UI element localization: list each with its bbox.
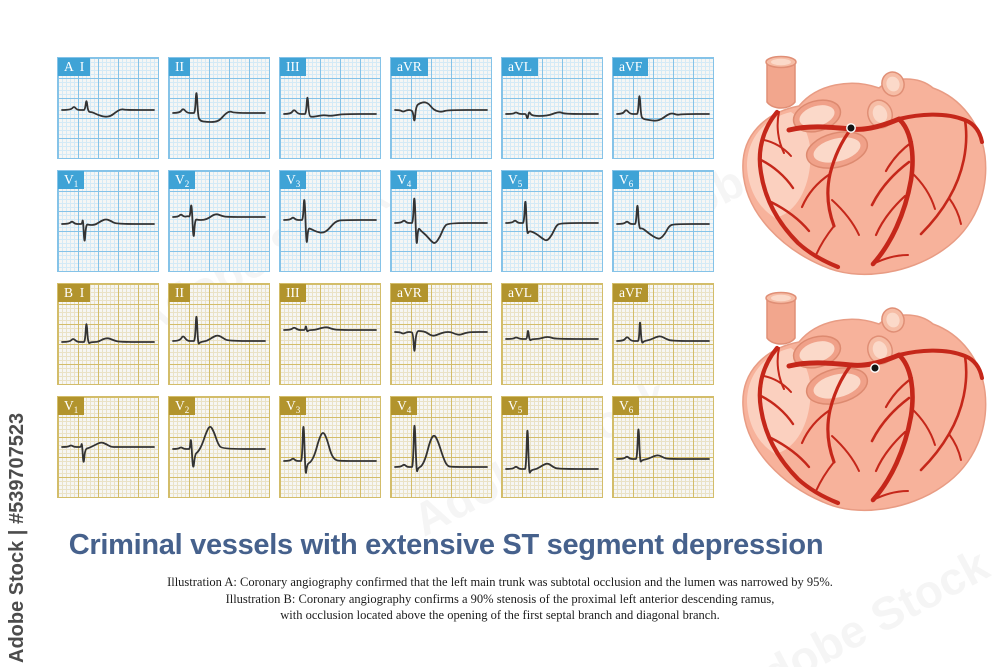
ecg-panel-A-V1: V1 — [57, 170, 159, 272]
ecg-panel-B-V6: V6 — [612, 396, 714, 498]
lead-label: aVF — [613, 284, 649, 302]
ecg-trace-A-V6 — [616, 204, 710, 240]
lead-label: V6 — [613, 171, 640, 189]
lead-label: III — [280, 58, 306, 76]
ecg-panel-B-V1: V1 — [57, 396, 159, 498]
ecg-trace-B-V1 — [61, 441, 155, 463]
ecg-trace-A-II — [172, 92, 266, 123]
ecg-panel-A-aVR: aVR — [390, 57, 492, 159]
ecg-panel-A-aVL: aVL — [501, 57, 603, 159]
ecg-trace-B-I — [61, 323, 155, 344]
ecg-panel-B-aVF: aVF — [612, 283, 714, 385]
ecg-panel-B-V5: V5 — [501, 396, 603, 498]
ecg-trace-A-V4 — [394, 197, 488, 244]
lead-label: V2 — [169, 397, 196, 415]
ecg-trace-A-V5 — [505, 200, 599, 242]
lead-label: V1 — [58, 397, 85, 415]
ecg-trace-B-V3 — [283, 426, 377, 474]
ecg-trace-A-aVL — [505, 111, 599, 120]
lead-label: A I — [58, 58, 91, 76]
stock-id-watermark: Adobe Stock | #539707523 — [6, 412, 28, 663]
ecg-trace-A-I — [61, 100, 155, 118]
ecg-trace-B-aVF — [616, 321, 710, 344]
ecg-panel-grid: A I II III aVR aVL aVF V1 V2 V3 V4 V5 V6 B I II III aVR… — [57, 57, 714, 498]
ecg-panel-B-aVR: aVR — [390, 283, 492, 385]
ecg-panel-B-V2: V2 — [168, 396, 270, 498]
ecg-panel-A-II: II — [168, 57, 270, 159]
lead-label: V5 — [502, 397, 529, 415]
lead-label: aVL — [502, 58, 538, 76]
ecg-trace-B-V4 — [394, 424, 488, 473]
ecg-trace-B-III — [283, 325, 377, 333]
lead-label: V1 — [58, 171, 85, 189]
ecg-panel-A-III: III — [279, 57, 381, 159]
illustration-a-heart — [733, 50, 991, 282]
ecg-trace-B-V5 — [505, 429, 599, 474]
ecg-trace-B-aVL — [505, 330, 599, 342]
ecg-trace-A-aVF — [616, 95, 710, 122]
lead-label: V4 — [391, 397, 418, 415]
page-title: Criminal vessels with extensive ST segme… — [68, 529, 824, 561]
ecg-trace-B-II — [172, 315, 266, 345]
ecg-panel-B-aVL: aVL — [501, 283, 603, 385]
lead-label: aVL — [502, 284, 538, 302]
occlusion-marker-left-main — [846, 123, 856, 133]
lead-label: aVR — [391, 58, 428, 76]
ecg-trace-B-aVR — [394, 330, 488, 352]
ecg-panel-A-V4: V4 — [390, 170, 492, 272]
lead-label: III — [280, 284, 306, 302]
lead-label: V4 — [391, 171, 418, 189]
lead-label: V6 — [613, 397, 640, 415]
ecg-panel-B-II: II — [168, 283, 270, 385]
ecg-panel-A-V2: V2 — [168, 170, 270, 272]
lead-label: aVF — [613, 58, 649, 76]
illustration-b-heart — [733, 286, 991, 518]
ecg-panel-B-V3: V3 — [279, 396, 381, 498]
ecg-trace-A-aVR — [394, 101, 488, 122]
ecg-panel-B-I: B I — [57, 283, 159, 385]
ecg-panel-A-V5: V5 — [501, 170, 603, 272]
ecg-trace-A-III — [283, 96, 377, 118]
ecg-trace-A-V3 — [283, 199, 377, 243]
lead-label: II — [169, 284, 190, 302]
occlusion-marker-proximal-lad — [870, 363, 880, 373]
ecg-trace-A-V2 — [172, 204, 266, 237]
ecg-panel-B-V4: V4 — [390, 396, 492, 498]
caption-line-3: with occlusion located above the opening… — [280, 608, 720, 622]
lead-label: aVR — [391, 284, 428, 302]
lead-label: V3 — [280, 171, 307, 189]
lead-label: V5 — [502, 171, 529, 189]
ecg-trace-B-V6 — [616, 428, 710, 463]
ecg-panel-A-V3: V3 — [279, 170, 381, 272]
caption-line-1: Illustration A: Coronary angiography con… — [167, 575, 833, 589]
ecg-panel-B-III: III — [279, 283, 381, 385]
ecg-panel-A-aVF: aVF — [612, 57, 714, 159]
lead-label: B I — [58, 284, 91, 302]
ecg-panel-A-V6: V6 — [612, 170, 714, 272]
ecg-trace-A-V1 — [61, 218, 155, 242]
caption-block: Illustration A: Coronary angiography con… — [0, 574, 1000, 624]
lead-label: V2 — [169, 171, 196, 189]
lead-label: II — [169, 58, 190, 76]
ecg-panel-A-I: A I — [57, 57, 159, 159]
caption-line-2: Illustration B: Coronary angiography con… — [225, 591, 775, 606]
lead-label: V3 — [280, 397, 307, 415]
ecg-trace-B-V2 — [172, 425, 266, 468]
